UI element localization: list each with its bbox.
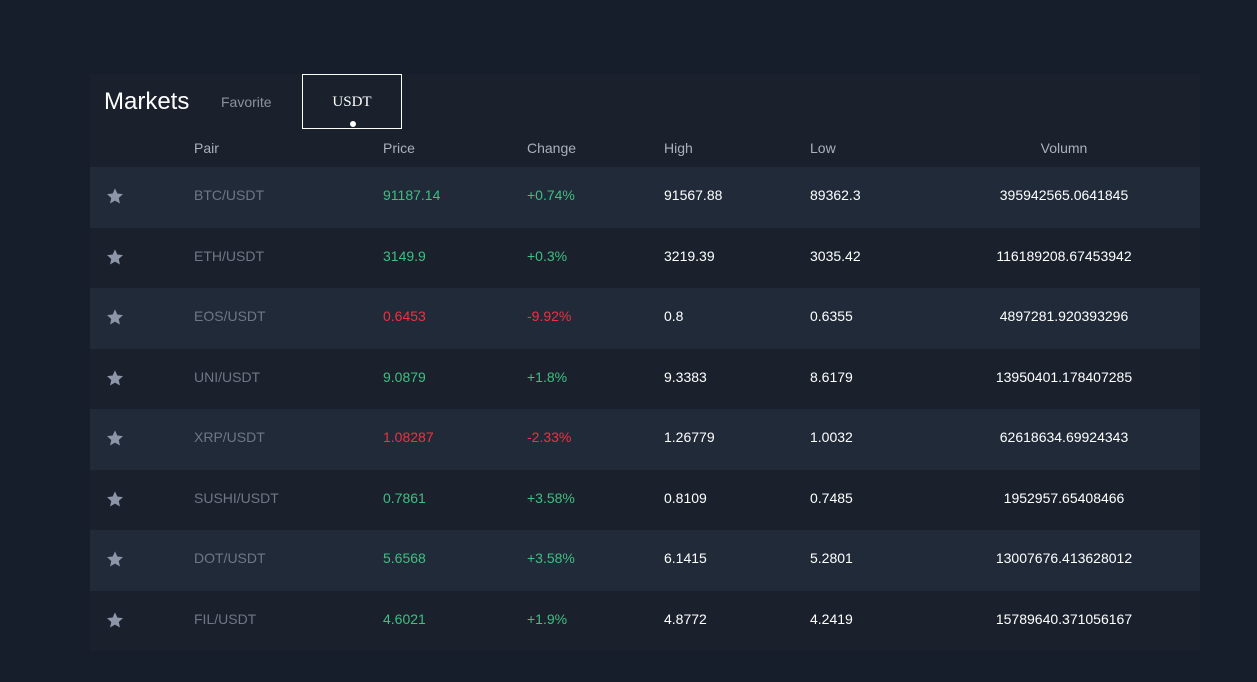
low-cell: 1.0032 [810,429,853,445]
low-cell: 3035.42 [810,247,861,264]
star-icon[interactable] [106,308,124,326]
change-cell: -9.92% [527,308,572,324]
high-cell: 1.26779 [664,429,715,445]
column-header-volume[interactable]: Volumn [1040,140,1088,156]
table-row[interactable]: ETH/USDT 3149.9 +0.3% 3219.39 3035.42 1161892… [90,227,1200,288]
table-row[interactable]: DOT/USDT 5.6568 +3.58% 6.1415 5.2801 13007676… [90,530,1200,591]
price-cell: 0.6453 [383,308,426,324]
markets-panel: Markets Favorite USDT Pair Price Change … [90,74,1200,651]
pair-cell: SUSHI/USDT [194,489,279,506]
change-cell: +1.8% [527,368,568,385]
high-cell: 9.3383 [664,368,707,385]
column-header-price[interactable]: Price [383,140,415,156]
pair-cell: EOS/USDT [194,308,266,324]
price-cell: 9.0879 [383,368,426,385]
tab-favorite[interactable]: Favorite [221,94,272,110]
column-header-change[interactable]: Change [527,140,577,156]
column-header-pair[interactable]: Pair [194,140,219,156]
table-row[interactable]: XRP/USDT 1.08287 -2.33% 1.26779 1.0032 626186… [90,409,1200,470]
high-cell: 6.1415 [664,550,707,566]
table-row[interactable]: SUSHI/USDT 0.7861 +3.58% 0.8109 0.7485 195295… [90,469,1200,530]
low-cell: 4.2419 [810,610,853,627]
change-cell: +0.3% [527,247,568,264]
pair-cell: UNI/USDT [194,368,261,385]
tab-usdt-label: USDT [332,94,372,110]
star-icon[interactable] [106,369,124,387]
volume-cell: 13007676.413628012 [995,550,1133,566]
volume-cell: 15789640.371056167 [995,610,1133,627]
high-cell: 3219.39 [664,247,715,264]
price-cell: 4.6021 [383,610,426,627]
table-row[interactable]: FIL/USDT 4.6021 +1.9% 4.8772 4.2419 15789640.… [90,590,1200,651]
change-cell: +3.58% [527,550,575,566]
volume-cell: 62618634.69924343 [999,429,1129,445]
tab-usdt[interactable]: USDT [302,74,402,129]
pair-cell: DOT/USDT [194,550,266,566]
high-cell: 4.8772 [664,610,707,627]
price-cell: 0.7861 [383,489,426,506]
price-cell: 1.08287 [383,429,434,445]
table-row[interactable]: UNI/USDT 9.0879 +1.8% 9.3383 8.6179 13950401.… [90,348,1200,409]
page-title: Markets [104,88,190,115]
table-row[interactable]: EOS/USDT 0.6453 -9.92% 0.8 0.6355 4897281.920… [90,288,1200,349]
price-cell: 91187.14 [383,187,441,203]
low-cell: 0.6355 [810,308,853,324]
pair-cell: BTC/USDT [194,187,264,203]
high-cell: 0.8 [664,308,684,324]
change-cell: +1.9% [527,610,568,627]
star-icon[interactable] [106,429,124,447]
star-icon[interactable] [106,550,124,568]
low-cell: 89362.3 [810,187,861,203]
pair-cell: ETH/USDT [194,247,264,264]
star-icon[interactable] [106,248,124,266]
high-cell: 0.8109 [664,489,707,506]
low-cell: 0.7485 [810,489,853,506]
market-table: BTC/USDT 91187.14 +0.74% 91567.88 89362.3 395… [90,167,1200,651]
star-icon[interactable] [106,611,124,629]
column-header-high[interactable]: High [664,140,693,156]
change-cell: +3.58% [527,489,575,506]
change-cell: +0.74% [527,187,575,203]
high-cell: 91567.88 [664,187,723,203]
low-cell: 5.2801 [810,550,853,566]
active-tab-indicator [350,121,356,127]
volume-cell: 1952957.65408466 [1003,489,1125,506]
change-cell: -2.33% [527,429,572,445]
price-cell: 3149.9 [383,247,426,264]
pair-cell: XRP/USDT [194,429,265,445]
star-icon[interactable] [106,187,124,205]
pair-cell: FIL/USDT [194,610,257,627]
table-row[interactable]: BTC/USDT 91187.14 +0.74% 91567.88 89362.3 395… [90,167,1200,228]
volume-cell: 4897281.920393296 [999,308,1129,324]
low-cell: 8.6179 [810,368,853,385]
volume-cell: 116189208.67453942 [996,247,1132,264]
volume-cell: 13950401.178407285 [995,368,1133,385]
star-icon[interactable] [106,490,124,508]
column-header-low[interactable]: Low [810,140,836,156]
volume-cell: 395942565.0641845 [999,187,1129,203]
price-cell: 5.6568 [383,550,426,566]
